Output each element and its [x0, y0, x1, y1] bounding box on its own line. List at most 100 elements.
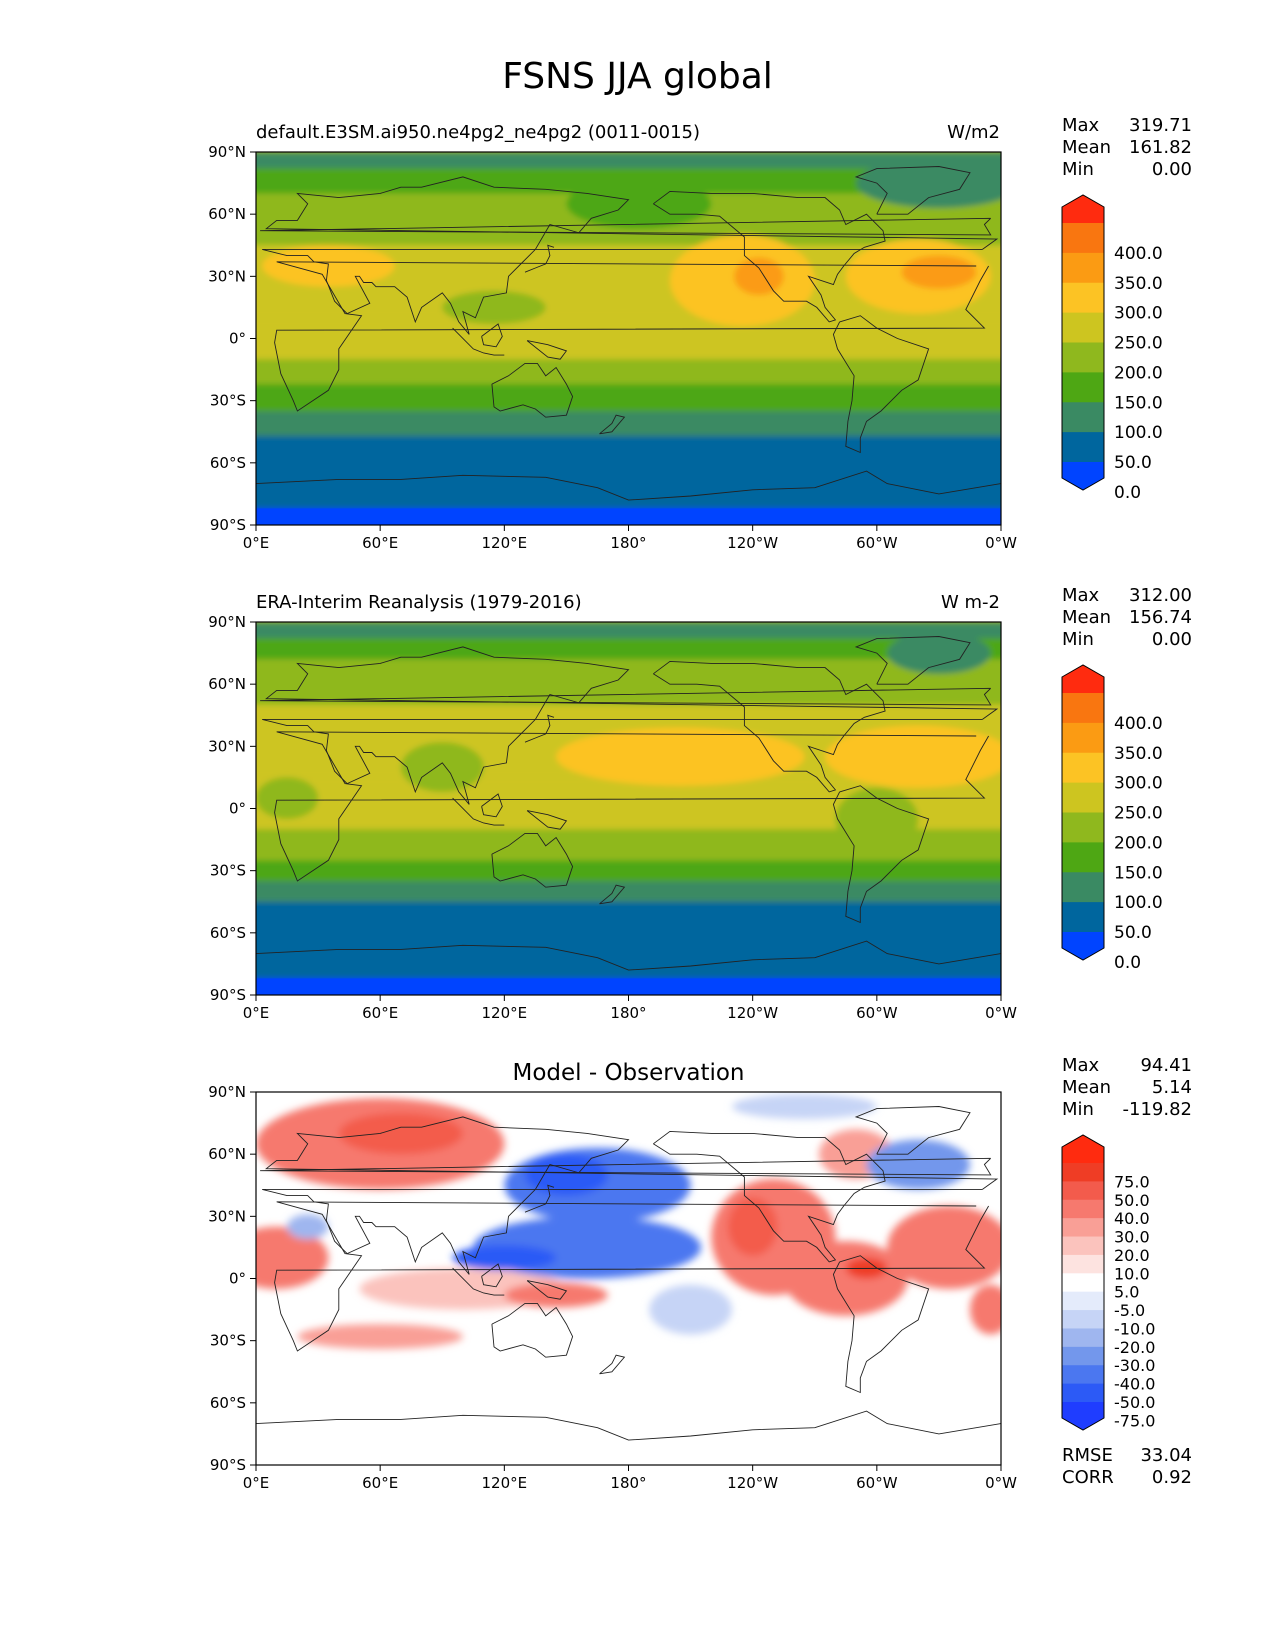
colorbar-tick-label: 20.0	[1114, 1246, 1150, 1265]
coastline	[481, 1263, 503, 1288]
y-tick-label: 90°N	[208, 1083, 246, 1101]
colorbar-segment	[1062, 1291, 1104, 1311]
colorbar: 400.0 350.0 300.0 250.0 200.0 150.0 100.0 50.0 0…	[1061, 664, 1163, 973]
colorbar-tick-label: 300.0	[1114, 774, 1163, 794]
colorbar-extend-max	[1062, 1135, 1104, 1163]
colorbar-segment	[1062, 693, 1104, 724]
field-region	[866, 1139, 970, 1190]
stat-value: 0.00	[1151, 629, 1192, 650]
field-region	[901, 255, 977, 289]
field-band	[256, 622, 1001, 639]
stat-value: 319.71	[1129, 115, 1192, 136]
y-tick-label: 30°S	[210, 1332, 246, 1350]
field-band	[256, 411, 1001, 436]
colorbar-tick-label: 50.0	[1114, 1191, 1150, 1210]
stats-box: Max 94.41 Mean 5.14 Min -119.82	[1062, 1055, 1192, 1121]
coastline	[832, 785, 930, 924]
panel-units: W m-2	[940, 592, 1000, 613]
colorbar-tick-label: 75.0	[1114, 1172, 1150, 1191]
map-plot: 0°E 60°E 120°E 180° 120°W 60°W 0°W 90°N 60°N 30°N…	[208, 613, 1163, 1022]
field-region	[256, 777, 319, 819]
panel-difference: Model - Observation Max 94.41 Mean 5.14 Mi…	[0, 940, 1275, 1492]
y-tick-label: 30°S	[210, 392, 246, 410]
x-tick-label: 180°	[610, 534, 646, 552]
panel-model: default.E3SM.ai950.ne4pg2_ne4pg2 (0011-0…	[0, 0, 1275, 552]
field-region	[504, 1282, 608, 1308]
colorbar-segment	[1062, 432, 1104, 463]
coastline	[854, 166, 971, 215]
y-tick-label: 90°S	[210, 986, 246, 1004]
colorbar-segment	[1062, 252, 1104, 284]
colorbar-segment	[1062, 1346, 1104, 1366]
x-tick-label: 180°	[610, 1004, 646, 1022]
field-band	[256, 901, 1001, 979]
coastline	[274, 731, 989, 882]
panel-observation: ERA-Interim Reanalysis (1979-2016) W m-2…	[0, 470, 1275, 1022]
coastline	[524, 714, 555, 743]
panel-title-left: ERA-Interim Reanalysis (1979-2016)	[256, 592, 582, 613]
colorbar-segment	[1062, 223, 1104, 254]
y-tick-label: 60°N	[208, 1145, 246, 1163]
colorbar-tick-label: 0.0	[1114, 483, 1141, 503]
coastline	[260, 687, 992, 706]
stat-value: 161.82	[1129, 137, 1192, 158]
x-tick-label: 60°E	[362, 1004, 398, 1022]
colorbar-extend-max	[1062, 195, 1104, 223]
colorbar-tick-label: 200.0	[1114, 363, 1163, 383]
field-shading	[256, 1094, 1001, 1349]
colorbar-tick-label: -50.0	[1114, 1393, 1155, 1412]
colorbar-tick-label: -5.0	[1114, 1301, 1145, 1320]
colorbar-segment	[1062, 1383, 1104, 1403]
colorbar-tick-label: -75.0	[1114, 1411, 1155, 1430]
y-tick-label: 90°S	[210, 1456, 246, 1474]
field-region	[556, 727, 805, 786]
metrics-box: RMSE 33.04 CORR 0.92	[1062, 1445, 1192, 1489]
field-region	[256, 1226, 329, 1289]
colorbar-tick-label: 300.0	[1114, 304, 1163, 324]
field-region	[835, 787, 919, 850]
colorbar-tick-label: 200.0	[1114, 833, 1163, 853]
stat-value: 312.00	[1129, 585, 1192, 606]
y-tick-label: 90°S	[210, 516, 246, 534]
y-tick-label: 90°N	[208, 613, 246, 631]
map-field	[256, 622, 1001, 995]
coastline	[526, 1280, 568, 1300]
colorbar-segment	[1062, 1163, 1104, 1182]
colorbar-tick-label: -40.0	[1114, 1375, 1155, 1394]
colorbar-segment	[1062, 902, 1104, 933]
coastline	[452, 1267, 505, 1296]
colorbar-segment	[1062, 782, 1104, 813]
coastline	[854, 1106, 971, 1155]
x-tick-label: 120°W	[727, 1474, 778, 1492]
colorbar-segment	[1062, 1365, 1104, 1385]
x-tick-label: 0°E	[243, 1004, 270, 1022]
stat-label: Mean	[1062, 137, 1112, 158]
coastline	[260, 1157, 992, 1176]
coastline	[653, 660, 886, 793]
coastline	[526, 810, 568, 830]
colorbar-tick-label: 5.0	[1114, 1283, 1139, 1302]
x-tick-label: 120°W	[727, 534, 778, 552]
colorbar-segment	[1062, 1218, 1104, 1238]
field-region	[566, 178, 712, 229]
stat-value: -119.82	[1122, 1099, 1192, 1120]
colorbar-segment	[1062, 1310, 1104, 1329]
colorbar-tick-label: 150.0	[1114, 863, 1163, 883]
field-band	[256, 317, 1001, 360]
stat-value: 5.14	[1151, 1077, 1192, 1098]
stat-value: 94.41	[1140, 1055, 1192, 1076]
coastline	[256, 940, 1001, 971]
colorbar: 400.0 350.0 300.0 250.0 200.0 150.0 100.0 50.0 0…	[1061, 194, 1163, 503]
colorbar-segment	[1062, 372, 1104, 403]
colorbar-segment	[1062, 1199, 1104, 1219]
y-tick-label: 90°N	[208, 143, 246, 161]
coastline	[599, 884, 626, 905]
coastline	[256, 1410, 1001, 1441]
x-tick-label: 60°E	[362, 534, 398, 552]
colorbar-tick-label: 350.0	[1114, 744, 1163, 764]
field-band	[256, 638, 1001, 660]
stat-label: Mean	[1062, 607, 1112, 628]
colorbar-segment	[1062, 402, 1104, 433]
panel-title: Model - Observation	[512, 1060, 745, 1086]
colorbar-tick-label: 100.0	[1114, 893, 1163, 913]
